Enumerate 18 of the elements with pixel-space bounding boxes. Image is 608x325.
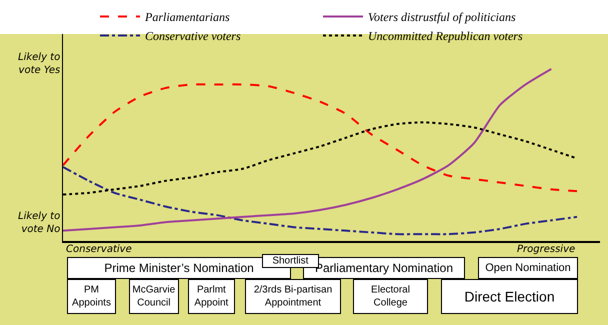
text: Progressive: [517, 244, 576, 255]
text: Shortlist: [272, 256, 309, 266]
text: PM Appoints: [72, 284, 111, 308]
text: Electoral College: [371, 284, 410, 308]
legend-label: Parliamentarians: [144, 10, 230, 24]
text: McGarvie Council: [132, 284, 176, 308]
text: Open Nomination: [485, 262, 571, 274]
text: 2/3rds Bi-partisan Appointment: [254, 284, 332, 308]
text: Conservative: [66, 244, 132, 255]
text: Likely to vote No: [18, 211, 60, 235]
text: Direct Election: [464, 288, 555, 304]
legend-label: Voters distrustful of politicians: [368, 10, 516, 24]
text: Likely to vote Yes: [18, 52, 60, 76]
text: Parlmt Appoint: [194, 284, 229, 308]
text: Prime Minister’s Nomination: [104, 261, 254, 275]
text: Parliamentary Nomination: [314, 261, 454, 275]
legend-label: Conservative voters: [145, 29, 241, 44]
legend-label: Uncommitted Republican voters: [368, 29, 523, 44]
